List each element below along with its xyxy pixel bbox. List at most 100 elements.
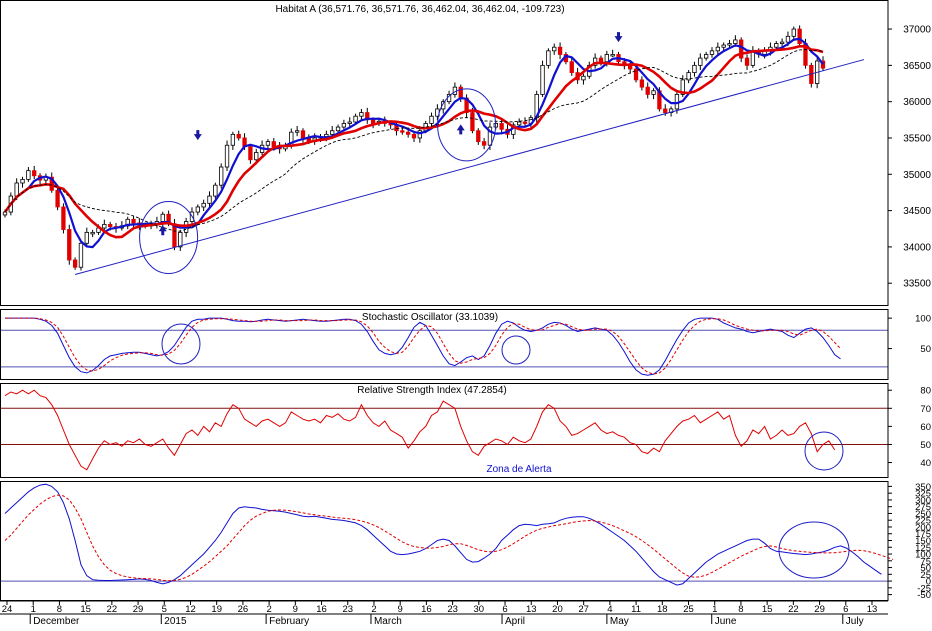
up-candle — [224, 144, 230, 168]
x-tick-label: 15 — [762, 604, 773, 615]
up-candle — [84, 231, 89, 244]
down-candle — [55, 189, 60, 208]
y-tick-label: 125 — [915, 543, 931, 554]
oscillator-panel: -50-250255075100125150175200225250275300… — [0, 482, 931, 601]
x-tick-label: 2 — [371, 604, 376, 615]
x-tick-label: 6 — [843, 604, 848, 615]
highlight-circle — [161, 323, 201, 365]
down-candle — [300, 130, 306, 139]
down-candle — [663, 108, 668, 113]
x-tick-label: 30 — [474, 604, 485, 615]
up-candle — [417, 130, 422, 139]
blue-moving-average-line — [4, 37, 824, 249]
highlight-circle — [804, 431, 844, 471]
highlight-circle — [778, 521, 850, 579]
x-tick-label: 22 — [107, 604, 118, 615]
month-label: February — [269, 616, 309, 626]
up-candle — [686, 72, 691, 81]
up-candle — [14, 182, 19, 197]
up-candle — [517, 121, 522, 126]
panel-frames — [0, 0, 889, 601]
trend-line — [74, 59, 865, 275]
up-candle — [254, 152, 259, 161]
down-candle — [411, 133, 417, 139]
x-tick-label: 29 — [133, 604, 144, 615]
x-tick-label: 11 — [631, 604, 641, 615]
up-candle — [709, 50, 715, 55]
y-tick-label: 60 — [920, 422, 931, 433]
down-candle — [32, 170, 37, 177]
up-candle — [779, 41, 785, 45]
up-candle — [341, 123, 347, 128]
up-candle — [727, 43, 732, 46]
down-candle — [400, 130, 405, 133]
y-tick-label: 35000 — [903, 170, 931, 181]
up-candle — [20, 178, 25, 184]
y-tick-label: 75 — [920, 556, 931, 567]
x-axis: 24 1 8 15 22 29 5 12 19 26 2 9 16 23 2 9 16 23 30 6 13 20 27 4 1… — [0, 600, 888, 627]
up-candle — [429, 115, 434, 124]
x-tick-label: 19 — [211, 604, 222, 615]
up-candle — [733, 39, 738, 44]
up-candle — [347, 121, 352, 124]
up-candle — [178, 231, 183, 248]
up-candle — [698, 57, 703, 66]
month-label: December — [33, 616, 80, 626]
x-tick-label: 12 — [185, 604, 196, 615]
rsi-line — [4, 389, 836, 471]
down-candle — [108, 223, 113, 227]
up-candle — [592, 57, 598, 66]
x-tick-label: 27 — [578, 604, 589, 615]
x-tick-label: 8 — [57, 604, 62, 615]
month-label: June — [715, 616, 737, 626]
alert-zone-label: Zona de Alerta — [486, 464, 551, 475]
red-signal-line — [4, 494, 894, 582]
down-candle — [470, 112, 475, 132]
down-candle — [820, 60, 826, 69]
down-candle — [236, 133, 241, 139]
x-tick-label: 26 — [238, 604, 249, 615]
up-candle — [335, 126, 341, 132]
x-tick-label: 16 — [421, 604, 432, 615]
up-candle — [201, 202, 206, 208]
up-candle — [546, 50, 551, 66]
blue-indicator-line — [4, 483, 882, 586]
panel-frame — [0, 481, 889, 601]
down-candle — [645, 86, 650, 95]
x-tick-label: 15 — [80, 604, 91, 615]
up-candle — [195, 206, 200, 213]
y-tick-label: 50 — [920, 440, 931, 451]
price-panel: 33500 34000 34500 35000 35500 36000 36500 37000 — [2, 25, 931, 290]
rsi-title: Relative Strength Index (47.2854) — [357, 385, 507, 396]
down-candle — [499, 123, 504, 130]
up-candle — [2, 211, 8, 216]
x-tick-label: 8 — [738, 604, 743, 615]
up-candle — [207, 195, 212, 204]
down-candle — [370, 119, 376, 124]
up-candle — [610, 54, 615, 57]
x-tick-label: 13 — [867, 604, 878, 615]
up-candle — [230, 133, 236, 146]
up-candle — [581, 75, 586, 81]
red-signal-line — [5, 317, 841, 375]
up-candle — [791, 28, 796, 37]
up-candle — [680, 79, 685, 95]
down-candle — [248, 146, 253, 161]
up-candle — [78, 242, 84, 268]
y-tick-label: 150 — [915, 536, 931, 547]
up-candle — [715, 46, 720, 52]
y-tick-label: 37000 — [903, 25, 931, 36]
down-candle — [557, 46, 563, 55]
down-arrow-icon — [193, 130, 202, 141]
y-tick-label: 50 — [920, 344, 931, 355]
x-tick-label: 5 — [162, 604, 167, 615]
up-candle — [26, 170, 31, 180]
up-candle — [294, 130, 300, 133]
x-tick-label: 16 — [316, 604, 327, 615]
y-tick-label: 33500 — [903, 279, 931, 290]
up-candle — [692, 64, 697, 74]
y-tick-label: 275 — [915, 502, 931, 513]
black-dashed-moving-average-line — [4, 49, 824, 232]
x-tick-label: 29 — [814, 604, 825, 615]
month-label: May — [610, 616, 629, 626]
